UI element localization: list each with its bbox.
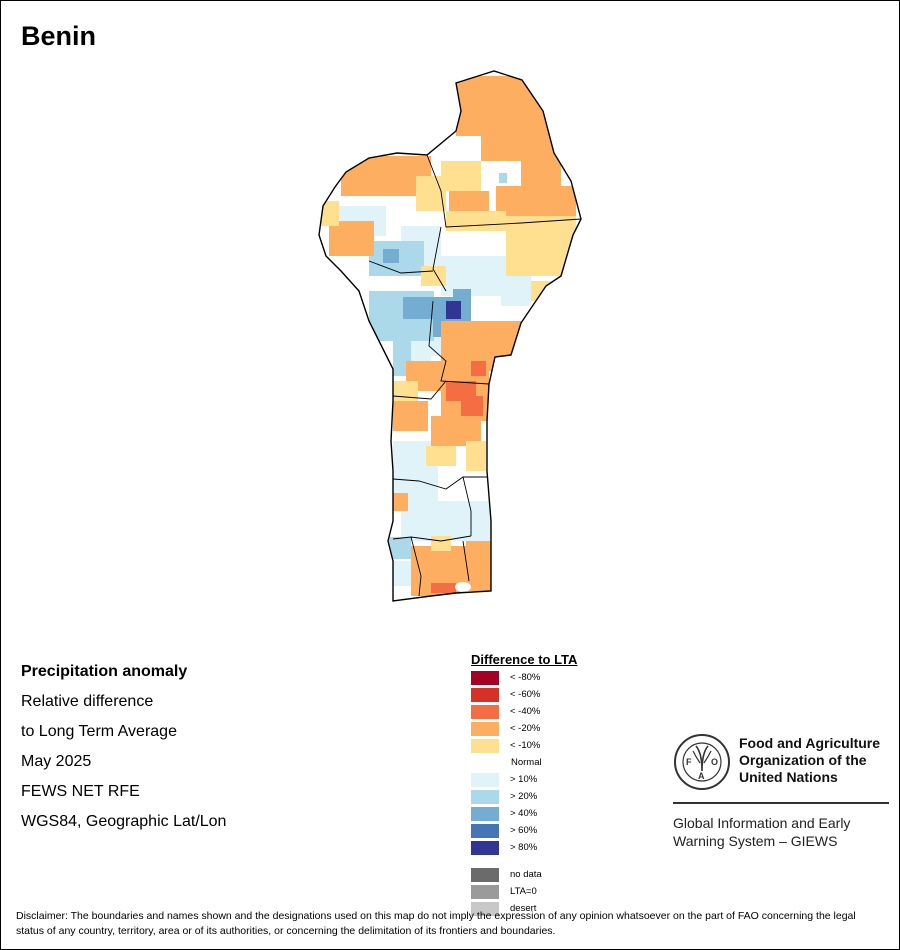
anomaly-above-80-areas bbox=[446, 301, 461, 319]
fao-name-line-1: Food and Agriculture bbox=[739, 735, 881, 751]
giews-name: Global Information and Early Warning Sys… bbox=[673, 814, 850, 850]
legend-class-swatch bbox=[471, 722, 499, 736]
fao-name: Food and Agriculture Organization of the… bbox=[739, 735, 880, 786]
legend-extra-swatch bbox=[471, 868, 499, 882]
legend-class-swatch bbox=[471, 739, 499, 753]
info-period: May 2025 bbox=[21, 753, 92, 770]
map-info: Precipitation anomaly Relative differenc… bbox=[21, 657, 226, 837]
legend-extra-label: desert bbox=[510, 903, 537, 914]
info-heading: Precipitation anomaly bbox=[21, 663, 188, 680]
benin-anomaly-map bbox=[318, 70, 582, 602]
legend-extra-swatch bbox=[471, 885, 499, 899]
giews-line-2: Warning System – GIEWS bbox=[673, 833, 838, 849]
legend-extra-row: LTA=0 bbox=[471, 884, 577, 901]
legend-class-label: < -10% bbox=[510, 740, 541, 751]
info-line-1: Relative difference bbox=[21, 693, 154, 710]
info-source: FEWS NET RFE bbox=[21, 783, 140, 800]
legend-class-label: > 40% bbox=[510, 808, 538, 819]
legend-class-row: > 60% bbox=[471, 823, 577, 840]
legend-classes: < -80% < -60% < -40% < -20% < -10% Normal > 10… bbox=[471, 670, 577, 857]
legend-class-swatch bbox=[471, 790, 499, 804]
legend-extra-label: LTA=0 bbox=[510, 886, 537, 897]
legend-class-row: < -40% bbox=[471, 704, 577, 721]
fao-name-line-3: United Nations bbox=[739, 769, 838, 785]
legend-class-row: < -20% bbox=[471, 721, 577, 738]
legend-class-swatch bbox=[471, 841, 499, 855]
legend-class-label: < -20% bbox=[510, 723, 541, 734]
legend-class-swatch bbox=[471, 688, 499, 702]
giews-line-1: Global Information and Early bbox=[673, 815, 851, 831]
fao-logo-icon: F A O bbox=[674, 734, 730, 790]
anomaly-above-10-areas bbox=[336, 206, 531, 586]
legend-class-swatch bbox=[471, 705, 499, 719]
legend-extra-row: no data bbox=[471, 867, 577, 884]
legend-class-row: < -80% bbox=[471, 670, 577, 687]
legend: Difference to LTA < -80% < -60% < -40% < -2… bbox=[471, 652, 577, 918]
legend-class-swatch bbox=[471, 807, 499, 821]
legend-class-row: > 10% bbox=[471, 772, 577, 789]
legend-class-label: > 80% bbox=[510, 842, 538, 853]
legend-class-label: > 60% bbox=[510, 825, 538, 836]
legend-class-label: < -40% bbox=[510, 706, 541, 717]
fao-divider bbox=[673, 802, 889, 804]
info-projection: WGS84, Geographic Lat/Lon bbox=[21, 813, 227, 830]
legend-class-label: Normal bbox=[511, 757, 542, 768]
legend-class-row: < -60% bbox=[471, 687, 577, 704]
svg-text:A: A bbox=[698, 771, 705, 781]
legend-class-row: > 40% bbox=[471, 806, 577, 823]
map-title: Benin bbox=[21, 21, 97, 51]
legend-extra: no data LTA=0 desert bbox=[471, 867, 577, 918]
department-boundaries bbox=[368, 154, 581, 597]
legend-class-label: < -60% bbox=[510, 689, 541, 700]
legend-class-row: > 20% bbox=[471, 789, 577, 806]
anomaly-below-40-areas bbox=[431, 361, 486, 593]
legend-class-row: > 80% bbox=[471, 840, 577, 857]
svg-text:F: F bbox=[686, 757, 692, 767]
legend-class-label: > 20% bbox=[510, 791, 538, 802]
legend-class-row: Normal bbox=[471, 755, 577, 772]
legend-class-swatch bbox=[471, 671, 499, 685]
legend-class-row: < -10% bbox=[471, 738, 577, 755]
legend-class-swatch bbox=[471, 824, 499, 838]
legend-extra-row: desert bbox=[471, 901, 577, 918]
info-line-2: to Long Term Average bbox=[21, 723, 177, 740]
legend-class-swatch bbox=[471, 773, 499, 787]
legend-extra-swatch bbox=[471, 902, 499, 916]
legend-extra-label: no data bbox=[510, 869, 542, 880]
legend-class-label: < -80% bbox=[510, 672, 541, 683]
legend-title: Difference to LTA bbox=[471, 652, 578, 667]
svg-text:O: O bbox=[711, 757, 718, 767]
legend-class-label: > 10% bbox=[510, 774, 538, 785]
fao-name-line-2: Organization of the bbox=[739, 752, 867, 768]
disclaimer: Disclaimer: The boundaries and names sho… bbox=[16, 910, 856, 937]
